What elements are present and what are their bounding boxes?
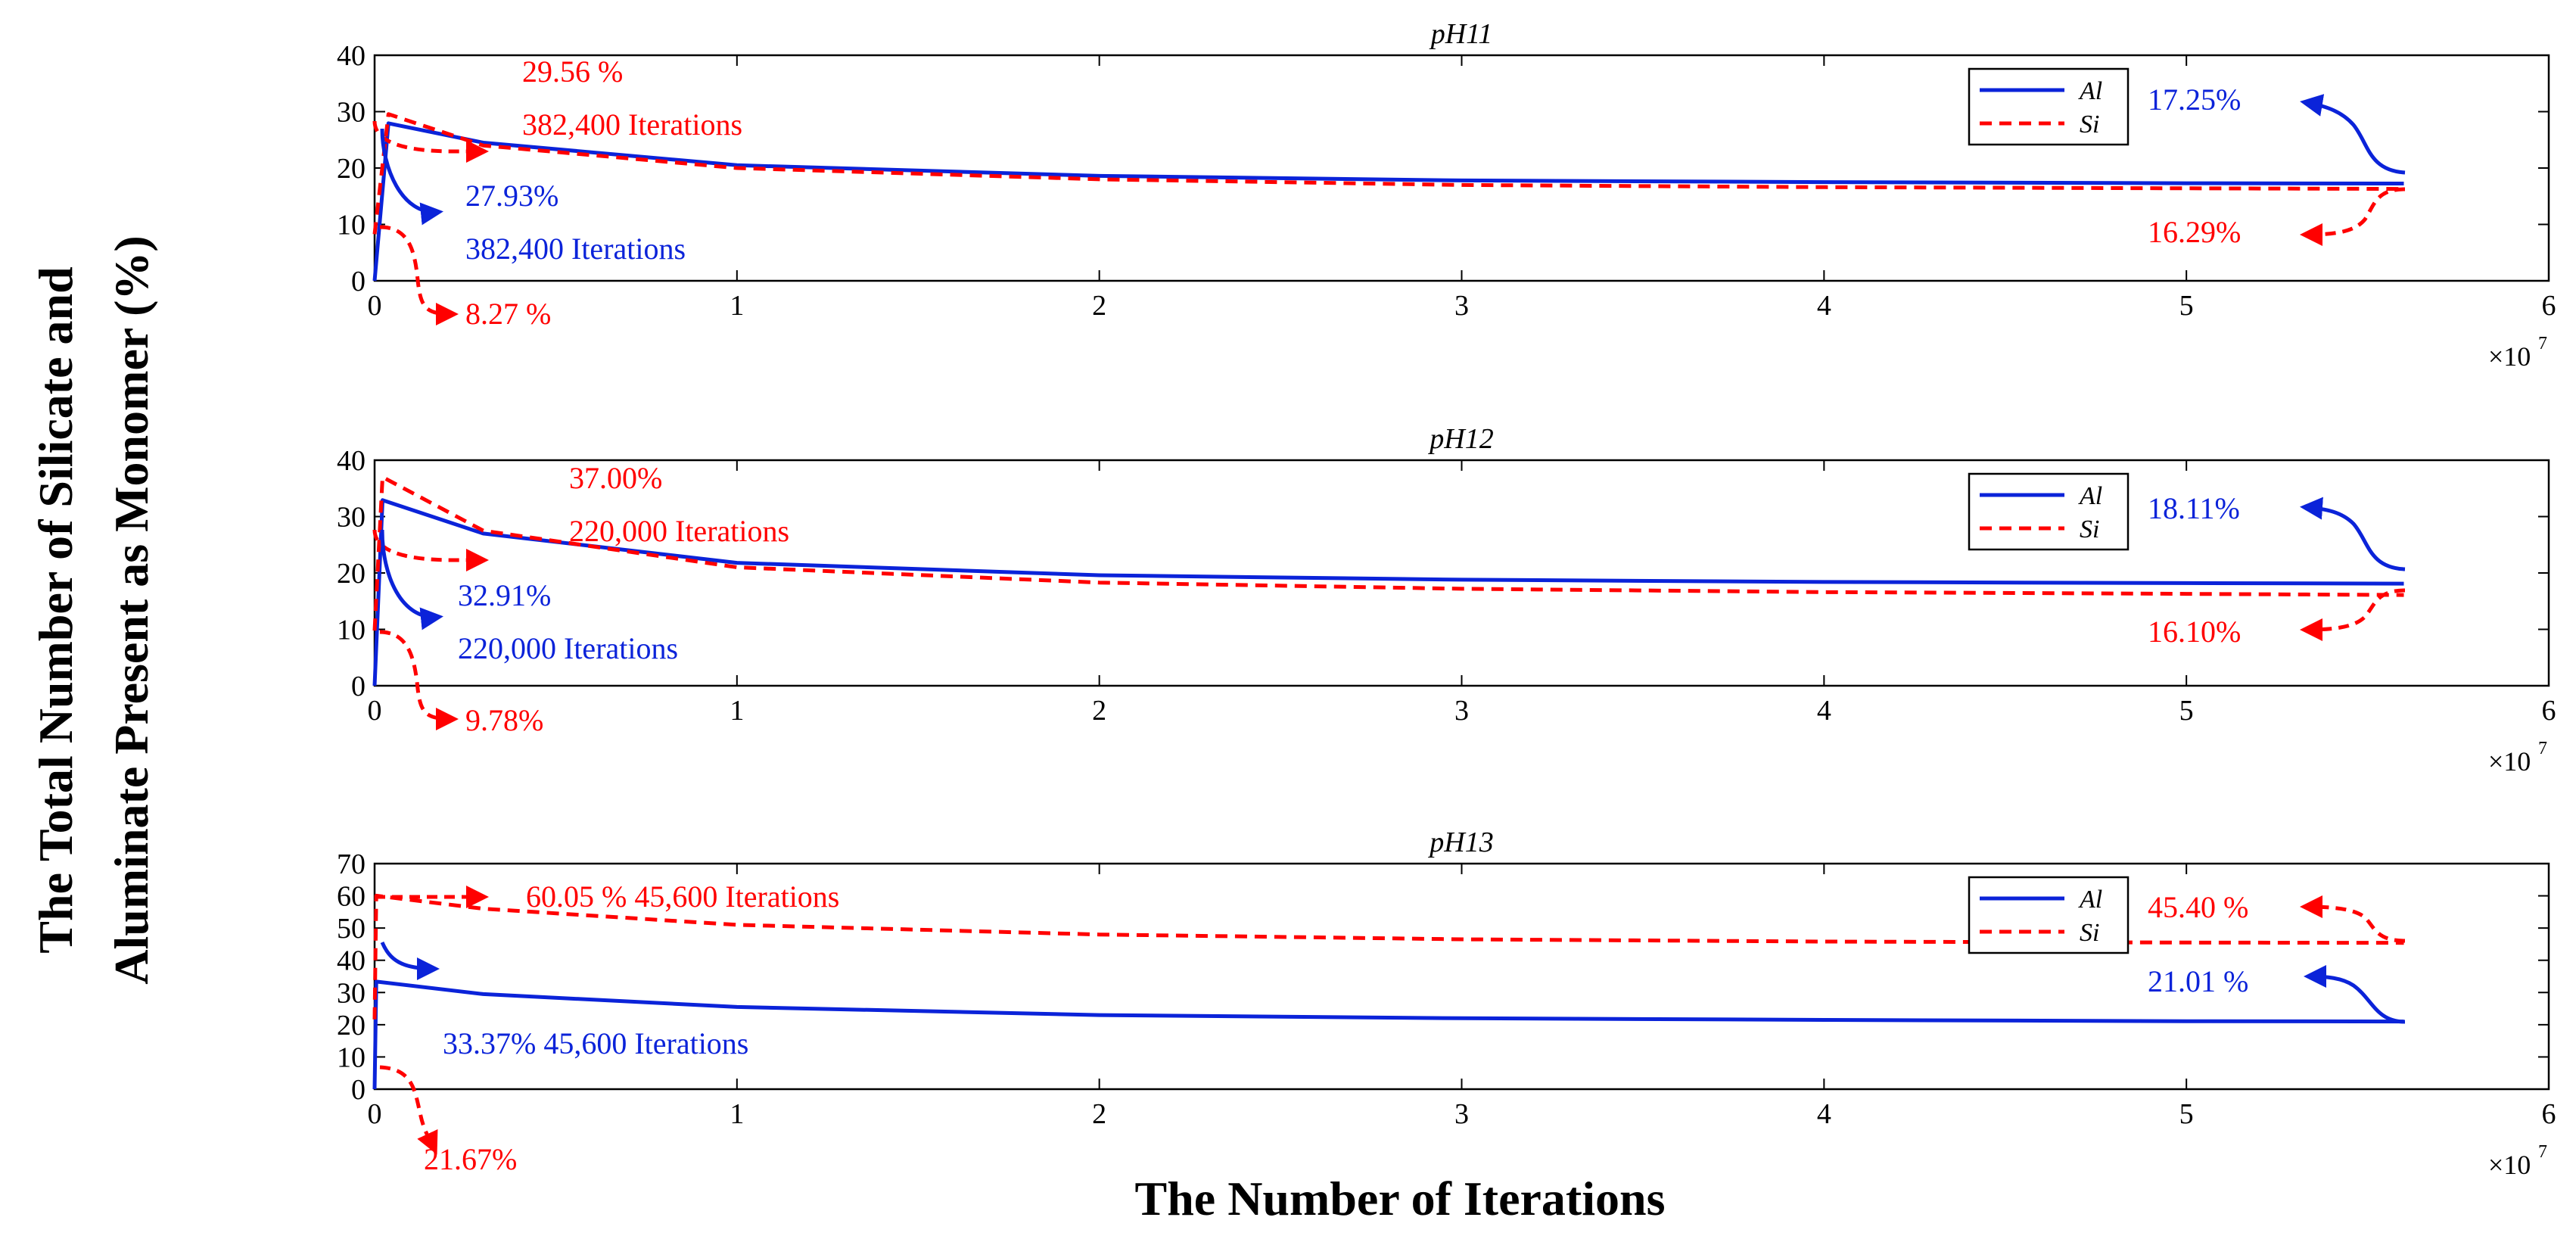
y-tick-label: 70 <box>337 848 366 880</box>
annotation-ph11-si-peak: 29.56 % <box>522 54 623 89</box>
x-tick-label: 1 <box>730 1098 744 1130</box>
annotations-ph12: 37.00% 220,000 Iterations 32.91% 220,000… <box>372 461 2406 737</box>
annotation-ph12-al-iter: 220,000 Iterations <box>458 631 678 665</box>
x-multiplier: ×10 <box>2488 1150 2531 1180</box>
annotation-ph11-al-peak: 27.93% <box>465 179 558 213</box>
annotation-ph12-si-iter: 220,000 Iterations <box>569 514 789 548</box>
legend-ph11: Al Si <box>1968 67 2130 146</box>
annotation-ph13-al-end: 21.01 % <box>2148 964 2248 998</box>
annotation-ph12-al-peak: 32.91% <box>458 578 551 612</box>
panel-ph11: pH11 0 10 20 30 40 0 1 2 3 4 5 6 ×10 7 Al Si <box>337 18 2556 372</box>
annotation-ph12-si-start: 9.78% <box>465 703 543 737</box>
panel-title-ph12: pH12 <box>1427 423 1493 455</box>
series-line-al-ph13 <box>372 979 2404 1090</box>
legend-ph13: Al Si <box>1968 876 2130 954</box>
series-line-si-ph11 <box>372 112 2404 235</box>
legend-label-si: Si <box>2080 515 2099 543</box>
panel-title-ph11: pH11 <box>1429 18 1493 50</box>
y-tick-label: 10 <box>337 1041 366 1073</box>
panel-title-ph13: pH13 <box>1427 827 1493 858</box>
y-tick-label: 20 <box>337 153 366 185</box>
y-tick-label: 0 <box>351 1074 366 1106</box>
panel-ph12: pH12 0 10 20 30 40 0 1 2 3 4 5 6 ×10 7 Al Si <box>337 423 2556 777</box>
annotation-ph13-si-end: 45.40 % <box>2148 890 2248 924</box>
x-tick-label: 5 <box>2179 1098 2194 1130</box>
x-tick-label: 0 <box>368 1098 382 1130</box>
legend-box <box>1968 67 2130 146</box>
y-axis-label-line2: Aluminate Present as Monomer (%) <box>104 235 158 984</box>
y-tick-label: 40 <box>337 945 366 977</box>
y-tick-label: 0 <box>351 671 366 702</box>
legend-box <box>1968 472 2130 551</box>
y-tick-label: 30 <box>337 502 366 534</box>
y-tick-label: 20 <box>337 1010 366 1041</box>
series-line-al-ph12 <box>372 498 2404 686</box>
y-tick-label: 30 <box>337 977 366 1009</box>
x-multiplier: ×10 <box>2488 341 2531 372</box>
x-tick-label: 6 <box>2542 290 2556 322</box>
x-multiplier-exponent: 7 <box>2538 334 2547 353</box>
x-tick-label: 2 <box>1092 695 1106 727</box>
legend-ph12: Al Si <box>1968 472 2130 551</box>
x-tick-label: 3 <box>1454 695 1469 727</box>
y-tick-label: 50 <box>337 913 366 945</box>
x-tick-label: 5 <box>2179 695 2194 727</box>
x-multiplier-exponent: 7 <box>2538 739 2547 758</box>
x-tick-label: 2 <box>1092 1098 1106 1130</box>
y-tick-label: 0 <box>351 266 366 297</box>
legend-label-al: Al <box>2078 886 2102 914</box>
series-line-al-ph11 <box>372 121 2404 282</box>
annotation-ph11-si-end: 16.29% <box>2148 215 2241 249</box>
x-tick-label: 4 <box>1817 290 1831 322</box>
legend-box <box>1968 876 2130 954</box>
x-axis-label: The Number of Iterations <box>1135 1172 1666 1225</box>
annotation-ph13-si-peak: 60.05 % 45,600 Iterations <box>526 880 839 914</box>
annotation-ph12-al-end: 18.11% <box>2148 491 2240 525</box>
x-tick-label: 2 <box>1092 290 1106 322</box>
annotation-ph11-si-iter: 382,400 Iterations <box>522 107 742 142</box>
y-tick-label: 10 <box>337 210 366 241</box>
x-tick-label: 5 <box>2179 290 2194 322</box>
x-multiplier-exponent: 7 <box>2538 1142 2547 1162</box>
x-tick-label: 1 <box>730 695 744 727</box>
annotation-ph12-si-peak: 37.00% <box>569 461 662 495</box>
annotations-ph13: 60.05 % 45,600 Iterations 33.37% 45,600 … <box>375 880 2406 1176</box>
y-tick-label: 10 <box>337 615 366 646</box>
legend-label-al: Al <box>2078 77 2102 105</box>
y-axis-label: The Total Number of Silicate and Alumina… <box>29 235 158 984</box>
x-tick-label: 1 <box>730 290 744 322</box>
annotations-ph11: 29.56 % 382,400 Iterations 27.93% 382,40… <box>372 54 2406 331</box>
x-tick-label: 3 <box>1454 290 1469 322</box>
annotation-ph11-al-end: 17.25% <box>2148 83 2241 117</box>
x-tick-label: 6 <box>2542 1098 2556 1130</box>
x-tick-label: 4 <box>1817 1098 1831 1130</box>
annotation-ph13-al-peak: 33.37% 45,600 Iterations <box>443 1026 748 1060</box>
annotation-ph11-al-iter: 382,400 Iterations <box>465 232 686 266</box>
legend-label-si: Si <box>2080 919 2099 947</box>
y-tick-label: 60 <box>337 881 366 913</box>
x-tick-label: 0 <box>368 290 382 322</box>
x-tick-label: 4 <box>1817 695 1831 727</box>
legend-label-si: Si <box>2080 111 2099 139</box>
x-tick-label: 0 <box>368 695 382 727</box>
legend-label-al: Al <box>2078 482 2102 510</box>
y-tick-label: 30 <box>337 97 366 129</box>
x-multiplier: ×10 <box>2488 746 2531 777</box>
y-tick-label: 40 <box>337 40 366 72</box>
y-tick-label: 20 <box>337 558 366 590</box>
annotation-ph11-si-start: 8.27 % <box>465 297 551 331</box>
series-line-si-ph12 <box>372 475 2404 631</box>
annotation-ph12-si-end: 16.10% <box>2148 615 2241 649</box>
y-axis-label-line1: The Total Number of Silicate and <box>29 266 82 953</box>
annotation-ph13-si-start: 21.67% <box>424 1142 517 1176</box>
x-tick-label: 3 <box>1454 1098 1469 1130</box>
y-tick-label: 40 <box>337 445 366 477</box>
x-tick-label: 6 <box>2542 695 2556 727</box>
